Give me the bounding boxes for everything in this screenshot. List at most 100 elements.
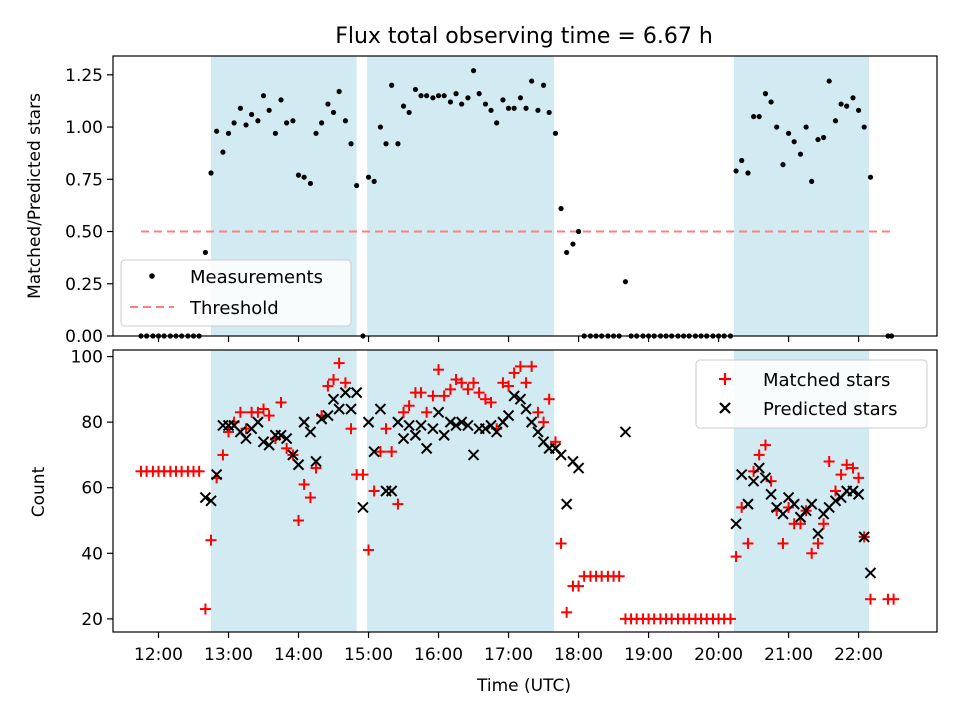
matched-star-point [835,469,847,481]
measurement-point [762,91,769,97]
predicted-star-point [759,472,772,484]
predicted-star-point [362,416,375,428]
predicted-star-point [747,475,760,487]
matched-star-point [573,580,585,592]
matched-star-point [724,613,736,625]
matched-star-point [549,436,561,448]
predicted-star-point [619,426,632,438]
measurement-point [272,130,279,136]
measurement-point [564,249,570,256]
measurement-point [395,141,401,147]
matched-star-point [503,380,515,392]
measurement-point [750,113,757,120]
matched-star-point [298,478,310,490]
predicted-star-point [829,495,842,507]
predicted-star-point [304,426,317,438]
legend-threshold-label: Threshold [189,298,279,319]
predicted-star-point [205,495,217,507]
legend-measurements-label: Measurements [190,267,323,288]
x-tick-label: 22:00 [834,645,883,665]
bottom-legend: Matched stars Predicted stars [695,359,928,429]
measurement-point [202,249,209,256]
bottom-xlabel: Time (UTC) [476,676,571,696]
measurement-point [540,82,547,88]
matched-star-point [456,377,468,389]
predicted-star-point [450,419,462,432]
matched-star-point [538,416,550,428]
measurement-point [552,130,559,136]
matched-star-point [357,469,369,481]
predicted-star-point [508,390,520,402]
predicted-star-point [479,422,492,435]
matched-star-point [275,396,287,408]
matched-star-point [415,387,427,399]
matched-star-point [199,603,211,615]
predicted-star-point [333,403,345,415]
measurement-point [622,279,629,285]
matched-star-point [613,570,625,582]
bottom-ylabel: Count [29,466,49,517]
matched-star-point [508,367,520,379]
measurement-point [284,120,290,126]
bottom-y-axis: 20 40 60 80 100 [71,348,113,630]
x-tick-label: 16:00 [414,645,463,665]
predicted-star-point [327,393,340,405]
measurement-point [208,170,214,176]
matched-star-point [339,377,351,389]
x-tick-label: 19:00 [624,645,673,665]
measurement-point [546,109,552,116]
measurement-point [570,241,576,247]
predicted-star-point [385,485,398,497]
predicted-star-point [555,449,567,461]
predicted-star-point [572,462,585,474]
y-tick-label: 80 [81,413,103,433]
matched-star-point [514,360,526,372]
measurement-point [400,103,407,109]
predicted-star-point [765,488,777,500]
y-tick-label: 60 [81,479,103,499]
x-tick-label: 14:00 [274,645,323,665]
measurement-point [517,95,524,101]
bottom-x-axis: 12:00 13:00 14:00 15:00 16:00 17:00 18:00 19:00… [134,632,883,665]
y-tick-label: 20 [81,610,103,630]
measurement-point [774,124,780,130]
matched-star-point [398,406,410,418]
matched-star-point [520,377,532,389]
matched-star-point [193,465,205,477]
matched-star-point [374,446,386,458]
figure-title: Flux total observing time = 6.67 h [335,24,713,49]
measurement-point [523,105,529,111]
top-ylabel: Matched/Predicted stars [25,93,45,299]
matched-star-point [777,537,789,549]
measurement-point [803,124,809,130]
matched-star-point [543,393,555,405]
legend-predicted-label: Predicted stars [763,399,897,420]
matched-star-point [864,593,876,605]
measurement-point [231,120,237,126]
x-tick-label: 13:00 [204,645,253,665]
measurement-point [785,130,792,136]
measurement-point [745,170,751,176]
measurement-point [295,172,302,178]
predicted-star-point [462,419,474,432]
matched-star-point [386,446,398,458]
predicted-star-point [805,498,818,510]
predicted-star-point [742,498,754,510]
x-tick-label: 20:00 [694,645,743,665]
measurement-point [826,78,832,84]
predicted-star-point [730,518,742,530]
measurement-point [220,149,226,155]
measurement-point [290,118,296,124]
measurement-point [412,86,419,93]
measurement-point [535,107,541,113]
measurement-point [809,178,815,184]
measurement-point [511,105,517,111]
matched-star-point [322,380,334,392]
y-tick-label: 1.25 [65,66,103,86]
matched-star-point [497,377,509,389]
matched-star-point [532,406,544,418]
legend-predicted-marker [719,402,731,414]
predicted-star-point [532,426,544,438]
measurement-point [354,182,360,189]
